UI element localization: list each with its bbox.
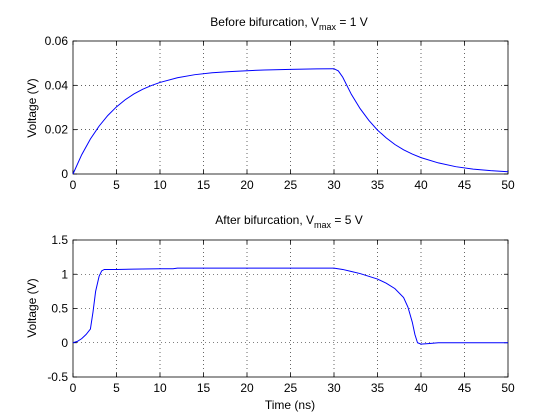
chart-top: Before bifurcation, Vmax = 1 V 0 5 10 15 20 2… <box>25 15 515 192</box>
chart-bottom-series-line <box>72 267 508 345</box>
chart-top-xtick-label-6: 30 <box>327 178 341 192</box>
chart-bottom-ticks: 0 5 10 15 20 25 30 35 40 45 50-0.500.511.5 <box>47 233 515 395</box>
chart-bottom-ytick-label-4: 1.5 <box>51 233 68 247</box>
chart-bottom-xtick-label-8: 40 <box>414 381 428 395</box>
chart-top-title-suffix: = 1 V <box>336 15 368 29</box>
chart-top-axes-box <box>72 40 509 175</box>
chart-top-xtick-label-10: 50 <box>501 178 515 192</box>
chart-top-xtick-label-2: 10 <box>153 178 167 192</box>
chart-bottom-xtick-label-0: 0 <box>70 381 77 395</box>
chart-top-series-line <box>72 68 509 175</box>
chart-top-xtick-label-1: 5 <box>113 178 120 192</box>
chart-bottom-xtick-label-1: 5 <box>113 381 120 395</box>
chart-bottom-ylabel: Voltage (V) <box>25 278 39 337</box>
chart-top-xtick-label-4: 20 <box>240 178 254 192</box>
chart-bottom-xlabel: Time (ns) <box>265 398 315 412</box>
chart-bottom-xtick-label-5: 25 <box>284 381 298 395</box>
chart-top-grid <box>73 41 508 174</box>
chart-bottom-title-suffix: = 5 V <box>331 213 363 227</box>
chart-bottom-title-subscript: max <box>314 220 332 230</box>
chart-top-xtick-label-7: 35 <box>371 178 385 192</box>
chart-bottom-xtick-label-6: 30 <box>327 381 341 395</box>
chart-bottom-xtick-label-9: 45 <box>458 381 472 395</box>
chart-top-ticks: 0 5 10 15 20 25 30 35 40 45 50 0 0.02 0.04 0.06 <box>45 34 515 192</box>
chart-top-title: Before bifurcation, Vmax = 1 V <box>210 15 367 32</box>
chart-bottom-ytick-label-1: 0 <box>61 336 68 350</box>
chart-top-xtick-label-9: 45 <box>458 178 472 192</box>
chart-bottom-title: After bifurcation, Vmax = 5 V <box>215 213 362 230</box>
chart-top-title-subscript: max <box>319 22 337 32</box>
chart-bottom-xtick-label-4: 20 <box>240 381 254 395</box>
chart-bottom-xtick-label-3: 15 <box>197 381 211 395</box>
chart-bottom-xtick-label-10: 50 <box>501 381 515 395</box>
chart-bottom-grid <box>73 240 508 377</box>
chart-bottom-xtick-label-2: 10 <box>153 381 167 395</box>
chart-bottom: After bifurcation, Vmax = 5 V 0 5 10 15 20 25… <box>25 213 515 412</box>
chart-bottom-title-prefix: After bifurcation, V <box>215 213 314 227</box>
chart-top-xtick-label-3: 15 <box>197 178 211 192</box>
chart-top-title-prefix: Before bifurcation, V <box>210 15 319 29</box>
chart-top-ytick-label-2: 0.04 <box>45 78 69 92</box>
chart-bottom-ytick-label-3: 1 <box>61 267 68 281</box>
chart-top-ylabel: Voltage (V) <box>25 78 39 137</box>
chart-top-ytick-label-1: 0.02 <box>45 123 69 137</box>
chart-bottom-ytick-label-0: -0.5 <box>47 370 68 384</box>
chart-top-xtick-label-5: 25 <box>284 178 298 192</box>
chart-top-ytick-label-0: 0 <box>61 167 68 181</box>
chart-top-xtick-label-0: 0 <box>70 178 77 192</box>
chart-top-ytick-label-3: 0.06 <box>45 34 69 48</box>
chart-bottom-ytick-label-2: 0.5 <box>51 302 68 316</box>
chart-top-xtick-label-8: 40 <box>414 178 428 192</box>
chart-bottom-xtick-label-7: 35 <box>371 381 385 395</box>
